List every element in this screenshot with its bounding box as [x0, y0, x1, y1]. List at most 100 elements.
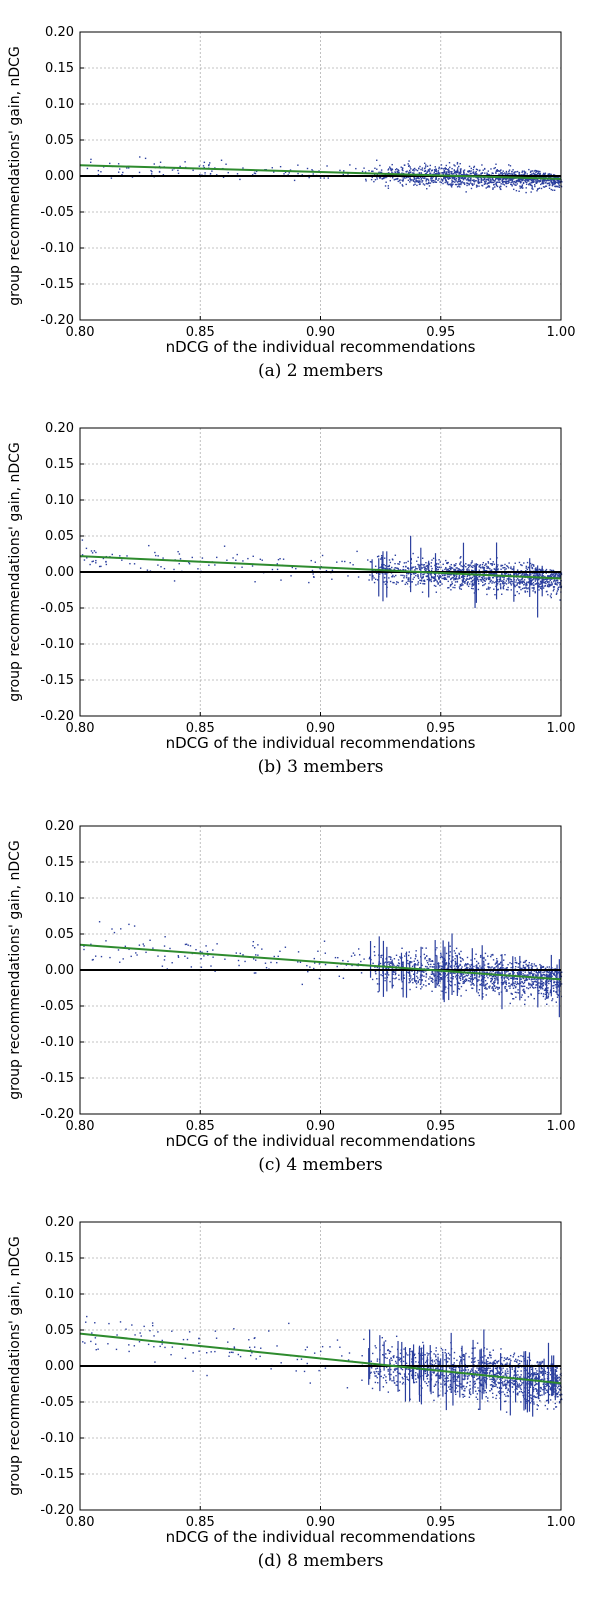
data-point	[210, 965, 212, 967]
data-point	[525, 1369, 527, 1371]
data-point	[507, 1395, 509, 1398]
data-point	[483, 572, 486, 575]
data-point	[436, 947, 438, 949]
data-point	[491, 177, 494, 179]
data-point	[255, 972, 257, 974]
data-point	[470, 587, 473, 590]
data-point	[449, 177, 452, 179]
data-point	[425, 976, 427, 978]
data-point	[483, 1378, 486, 1381]
data-point	[505, 185, 508, 188]
data-point	[534, 1373, 536, 1376]
data-point	[336, 561, 338, 563]
data-point	[460, 168, 462, 170]
data-point	[118, 168, 121, 170]
data-point	[472, 572, 474, 574]
data-point	[477, 588, 480, 591]
data-point	[373, 946, 376, 948]
data-point	[533, 987, 535, 989]
data-point	[449, 567, 451, 570]
data-point	[530, 170, 532, 173]
data-point	[304, 1349, 307, 1351]
data-point	[480, 578, 482, 581]
data-point	[453, 169, 455, 171]
data-point	[111, 928, 113, 930]
data-point	[429, 182, 432, 184]
y-tick-label: 0.00	[45, 169, 74, 184]
data-point	[535, 971, 538, 974]
data-point	[442, 1379, 445, 1381]
data-point	[516, 583, 518, 585]
data-point	[533, 1401, 535, 1403]
data-point	[527, 974, 529, 976]
data-point	[488, 987, 491, 989]
data-point	[535, 179, 537, 182]
data-point	[541, 1360, 543, 1363]
data-point	[459, 972, 461, 975]
data-point	[206, 950, 209, 953]
data-point	[398, 962, 401, 965]
data-point	[547, 993, 550, 995]
data-point	[438, 576, 440, 579]
data-point	[367, 559, 369, 561]
data-point	[482, 561, 485, 564]
data-point	[538, 170, 540, 173]
data-point	[514, 986, 517, 989]
data-point	[398, 1357, 400, 1359]
data-point	[449, 166, 451, 169]
data-point	[403, 164, 406, 166]
data-point	[487, 966, 489, 968]
data-point	[549, 990, 552, 992]
data-point	[516, 991, 518, 994]
data-point	[214, 167, 216, 169]
data-point	[351, 964, 353, 967]
data-point	[541, 986, 543, 989]
data-point	[454, 578, 457, 581]
data-point	[460, 556, 462, 558]
data-point	[522, 985, 524, 988]
data-point	[417, 556, 419, 559]
data-point	[95, 1348, 97, 1351]
data-point	[416, 568, 418, 570]
data-point	[397, 568, 399, 570]
data-point	[312, 573, 314, 575]
data-point	[487, 962, 490, 965]
data-point	[464, 978, 467, 980]
data-point	[508, 172, 510, 175]
data-point	[420, 177, 423, 180]
data-point	[539, 180, 542, 183]
data-point	[482, 169, 484, 171]
data-point	[535, 1396, 538, 1399]
data-point	[552, 569, 554, 572]
data-point	[521, 1382, 523, 1384]
data-point	[557, 588, 559, 590]
data-point	[560, 181, 563, 183]
data-point	[510, 1359, 512, 1362]
data-point	[515, 171, 517, 173]
data-point	[423, 971, 425, 973]
data-point	[470, 172, 472, 175]
data-point	[343, 170, 345, 172]
data-point	[473, 574, 475, 577]
data-point	[535, 1373, 538, 1376]
data-point	[409, 181, 411, 183]
data-point	[241, 566, 243, 568]
data-point	[444, 170, 446, 173]
data-point	[500, 172, 502, 175]
data-point	[459, 179, 462, 182]
data-point	[454, 584, 456, 586]
data-point	[527, 581, 530, 584]
data-point	[407, 971, 409, 974]
data-point	[399, 1357, 402, 1360]
data-point	[504, 986, 506, 988]
data-point	[526, 179, 528, 181]
data-point	[447, 967, 449, 969]
data-point	[478, 182, 480, 185]
data-point	[548, 179, 550, 182]
data-point	[499, 1390, 501, 1392]
data-point	[387, 974, 390, 976]
data-point	[331, 578, 333, 580]
data-point	[552, 573, 554, 575]
data-point	[555, 576, 557, 578]
data-point	[548, 581, 550, 583]
